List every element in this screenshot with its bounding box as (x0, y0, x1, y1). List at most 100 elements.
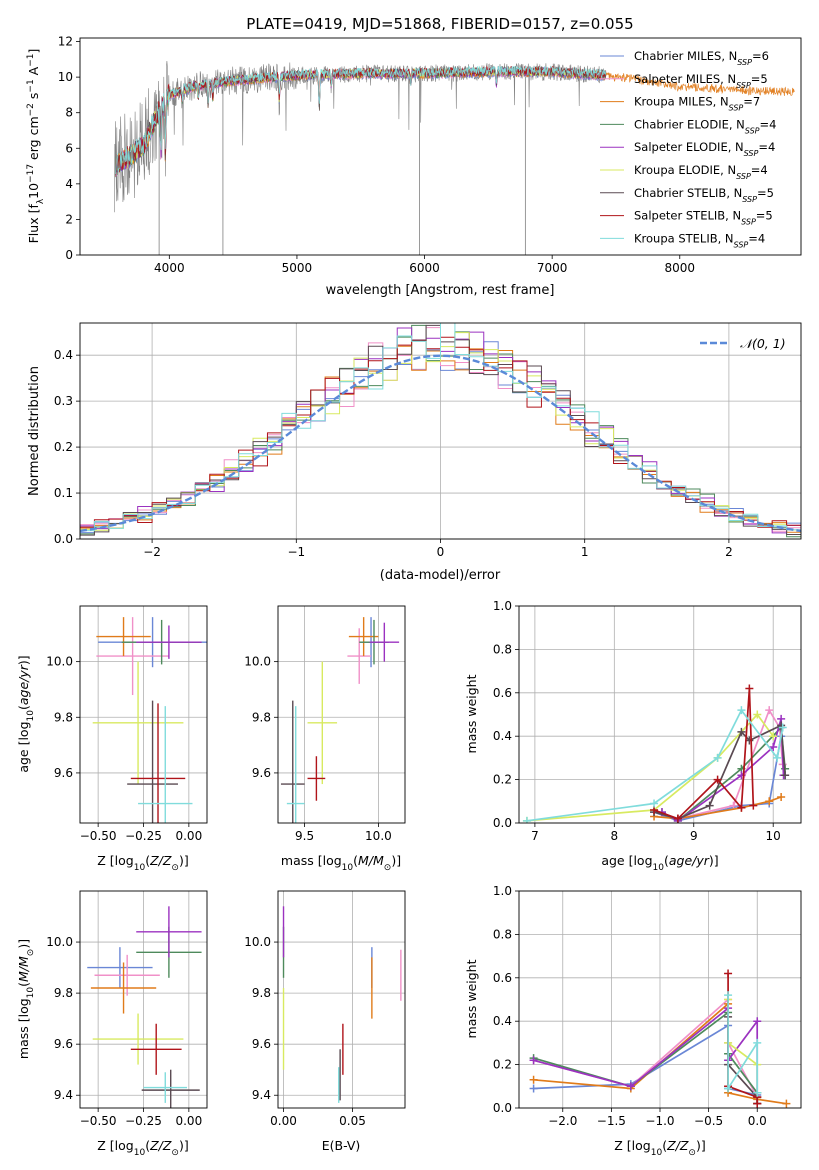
y-tick-label: 9.8 (252, 710, 271, 724)
y-tick-label: 0.6 (493, 686, 512, 700)
y-tick-label: 10.0 (46, 935, 73, 949)
y-tick-label: 0.4 (54, 348, 73, 362)
marker (778, 723, 787, 732)
spectrum-legend: Chabrier MILES, NSSP=6 Salpeter MILES, NS… (600, 49, 776, 249)
y-tick-label: 6 (65, 141, 73, 155)
y-tick-label: 10.0 (244, 655, 271, 669)
x-tick-label: 9 (690, 829, 698, 843)
marker (705, 801, 714, 810)
x-tick-label: 1 (581, 545, 589, 559)
figure-title: PLATE=0419, MJD=51868, FIBERID=0157, z=0… (246, 15, 633, 33)
y-tick-label: 9.6 (54, 1037, 73, 1051)
marker (765, 797, 774, 806)
age-axis-label-2: age [log10(age/yr)] (601, 853, 718, 873)
y-tick-label: 10 (58, 70, 73, 84)
x-tick-label: 2 (725, 545, 733, 559)
x-tick-label: −0.25 (125, 829, 162, 843)
marker (749, 801, 758, 810)
marker (753, 1017, 762, 1026)
z-axis-label-2: Z [log10(Z/Z⊙)] (97, 1138, 188, 1158)
marker (673, 814, 682, 823)
marker (777, 792, 786, 801)
weight-line-salpeter-stelib (653, 688, 755, 820)
marker (753, 1099, 762, 1108)
y-tick-label: 9.4 (252, 1088, 271, 1102)
y-tick-label: 0.8 (493, 642, 512, 656)
y-tick-label: 12 (58, 35, 73, 49)
weight-line-kroupa-stelib (526, 708, 784, 822)
mass-axis-label-2: mass [log10(M/M⊙)] (16, 939, 36, 1059)
marker (713, 775, 722, 784)
legend-entry: Salpeter ELODIE, NSSP=4 (634, 140, 775, 158)
x-tick-label: 0.00 (175, 829, 202, 843)
marker (753, 1038, 762, 1047)
marker (753, 1088, 762, 1097)
chart-age_vs_Z: −0.50 −0.25 0.00 9.6 9.8 10.0 Z [log10(Z/Z⊙)] a… (16, 605, 208, 873)
errorbar-kroupa-stelib (138, 706, 193, 823)
marker (522, 816, 531, 823)
marker (773, 753, 782, 762)
legend-entry: Chabrier MILES, NSSP=6 (634, 49, 769, 67)
marker (737, 727, 746, 736)
legend-entry: Salpeter STELIB, NSSP=5 (634, 209, 773, 227)
x-tick-label: 5000 (282, 261, 313, 275)
chart-mass_vs_Z: −0.50 −0.25 0.00 9.4 9.6 9.8 10.0 Z [log10(Z/Z⊙… (16, 890, 208, 1158)
marker (765, 706, 774, 715)
axes-frame (79, 605, 208, 824)
x-tick-label: −1.5 (597, 1114, 626, 1128)
plot-area (529, 969, 791, 1108)
errorbar-salpeter-stelib (130, 703, 186, 823)
legend-normal-label: 𝒩(0, 1) (740, 336, 786, 351)
x-tick-label: −2 (143, 545, 161, 559)
legend-entry: Chabrier ELODIE, NSSP=4 (634, 117, 776, 135)
x-tick-label: 6000 (409, 261, 440, 275)
x-tick-label: −0.50 (80, 829, 117, 843)
y-tick-label: 4 (65, 177, 73, 191)
normal-reference-curve (80, 354, 801, 533)
x-tick-label: 0 (437, 545, 445, 559)
weight-line-kroupa-stelib (727, 995, 759, 1093)
marker (745, 684, 754, 693)
y-tick-label: 9.8 (54, 986, 73, 1000)
chart-mass_vs_ebv: 0.00 0.05 9.4 9.6 9.8 10.0 E(B-V) (244, 890, 406, 1153)
chart-age_vs_mass: 9.5 10.0 9.6 9.8 10.0 mass [log10(M/M⊙)] (244, 605, 406, 873)
histogram-y-label: Normed distribution (27, 366, 42, 496)
plot-area (114, 60, 795, 255)
x-tick-label: 8000 (664, 261, 695, 275)
z-axis-label-3: Z [log10(Z/Z⊙)] (614, 1138, 705, 1158)
plot-area (522, 684, 790, 823)
x-tick-label: 0.00 (175, 1114, 202, 1128)
chart-residuals: −2 −1 0 1 2 0.0 0.1 0.2 0.3 0.4 𝒩(0, 1) (data-model… (27, 322, 802, 583)
marker (769, 743, 778, 752)
y-tick-label: 9.4 (54, 1088, 73, 1102)
chart-weight_vs_Z: −2.0 −1.5 −1.0 −0.5 0.0 0.0 0.2 0.4 0.6 0.8 1.0 Z [… (464, 884, 802, 1158)
histogram-x-label: (data-model)/error (380, 568, 501, 583)
spectrum-y-label: Flux [fλ10−17 erg cm−2 s−1 A−1] (26, 49, 46, 244)
y-tick-label: 0.8 (493, 927, 512, 941)
marker (737, 803, 746, 812)
errorbar-kroupa-elodie (92, 661, 184, 785)
y-tick-label: 0.2 (54, 440, 73, 454)
x-tick-label: 0.00 (270, 1114, 297, 1128)
y-tick-label: 9.8 (252, 986, 271, 1000)
axes-frame (277, 890, 406, 1109)
axes-frame (79, 890, 208, 1109)
legend-entry: Chabrier STELIB, NSSP=5 (634, 186, 774, 204)
x-tick-label: 7000 (537, 261, 568, 275)
x-tick-label: 7 (531, 829, 539, 843)
y-tick-label: 0.0 (493, 816, 512, 830)
plot-area (280, 617, 400, 823)
errorbar-salpeter-elodie (136, 625, 202, 659)
x-tick-label: 9.5 (295, 829, 314, 843)
y-tick-label: 9.6 (54, 766, 73, 780)
y-tick-label: 9.8 (54, 710, 73, 724)
axes-frame (518, 890, 802, 1109)
y-tick-label: 1.0 (493, 599, 512, 613)
marker (782, 1099, 791, 1108)
marker (724, 969, 733, 978)
axes-frame (518, 605, 802, 824)
errorbar-kroupa-miles (96, 617, 151, 657)
x-tick-label: −1 (287, 545, 305, 559)
x-tick-label: −1.0 (645, 1114, 674, 1128)
